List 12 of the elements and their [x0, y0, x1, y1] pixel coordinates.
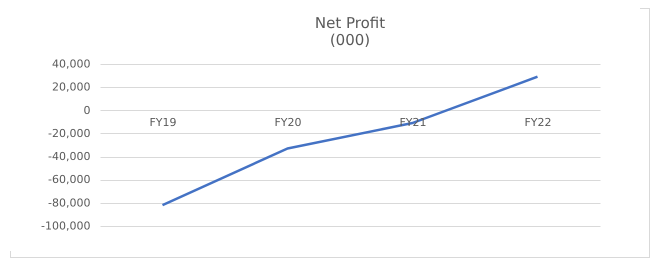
y-tick-label: -60,000	[48, 173, 90, 186]
y-tick-label: 20,000	[52, 80, 90, 94]
y-tick-label: 40,000	[52, 58, 90, 70]
x-tick-label: FY22	[524, 116, 552, 129]
y-tick-label: -100,000	[41, 220, 90, 232]
x-tick-label: FY20	[274, 116, 302, 129]
y-tick-label: -80,000	[48, 196, 90, 210]
chart-title: Net Profit (000)	[314, 14, 386, 49]
x-tick-label: FY19	[149, 116, 177, 129]
y-tick-label: -20,000	[48, 126, 90, 140]
y-tick-label: 0	[84, 104, 90, 117]
y-tick-label: -40,000	[48, 150, 90, 164]
